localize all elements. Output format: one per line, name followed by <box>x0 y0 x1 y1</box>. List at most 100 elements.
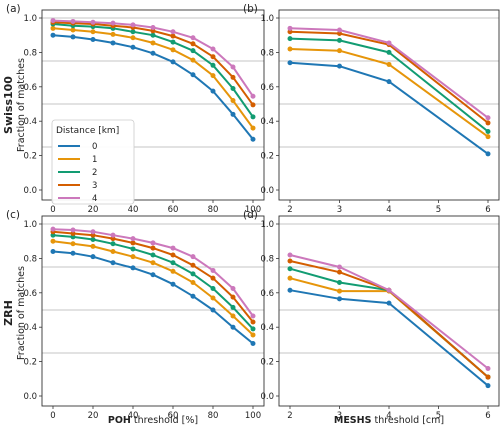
panel-c: 0.0 0.2 0.4 0.6 0.8 1.0 0 20 40 60 80 100 (c) <box>6 209 265 421</box>
data-point <box>485 134 491 140</box>
data-point <box>130 44 136 50</box>
data-point <box>250 319 256 325</box>
data-point <box>170 33 176 39</box>
data-point <box>337 48 342 54</box>
y-tick-label: 0.0 <box>23 392 37 402</box>
row-title-top: Swiss100 <box>2 76 15 134</box>
data-point <box>150 260 156 266</box>
data-point <box>110 31 116 37</box>
data-point <box>70 27 76 33</box>
axes-frame <box>41 215 265 407</box>
data-point <box>90 254 96 260</box>
data-point <box>230 98 236 104</box>
y-tick-label: 0.0 <box>260 392 274 402</box>
data-point <box>250 136 256 142</box>
data-point <box>110 260 116 266</box>
legend-label: 3 <box>92 181 97 191</box>
data-point <box>150 240 156 246</box>
data-point <box>90 229 96 235</box>
data-point <box>337 30 342 36</box>
data-point <box>337 63 342 69</box>
data-point <box>210 275 216 281</box>
data-point <box>287 287 293 293</box>
y-tick-label: 0.2 <box>260 152 274 162</box>
data-point <box>90 232 96 238</box>
data-point <box>230 313 236 319</box>
data-point <box>170 245 176 251</box>
legend-box <box>51 119 135 205</box>
data-point <box>110 40 116 46</box>
data-point <box>210 286 216 291</box>
data-point <box>170 47 176 53</box>
y-tick-label: 1.0 <box>260 220 274 230</box>
data-point <box>337 37 342 43</box>
data-point <box>190 48 196 54</box>
x-tick-label: 40 <box>128 411 139 421</box>
series-line-0 <box>289 61 489 155</box>
x-tick-label: 4 <box>386 411 391 421</box>
legend-title: Distance [km] <box>56 126 119 136</box>
x-axis-label-right-rest: threshold [cm] <box>374 415 444 426</box>
x-tick-label: 2 <box>287 205 292 215</box>
data-point <box>230 86 236 92</box>
data-point <box>210 62 216 68</box>
data-point <box>386 300 392 306</box>
data-point <box>337 269 342 275</box>
series-line-4 <box>289 254 489 370</box>
series-line-4 <box>289 27 489 119</box>
data-point <box>250 313 256 319</box>
data-point <box>287 252 293 258</box>
axes-frame <box>41 9 265 201</box>
data-point <box>230 64 236 70</box>
legend-entries: 0 1 2 3 4 <box>58 142 97 204</box>
panel-a: 0.00.20.40.60.81.00 20 40 60 80 100(a) <box>6 3 265 215</box>
data-point <box>150 40 156 46</box>
axes-frame <box>278 215 500 407</box>
data-point <box>90 243 96 249</box>
x-tick-label: 80 <box>208 411 219 421</box>
y-tick-label: 0.0 <box>260 186 274 196</box>
data-point <box>287 29 293 35</box>
y-tick-label: 0.6 <box>260 83 274 93</box>
panel-label: (a) <box>6 3 21 15</box>
data-point <box>210 307 216 313</box>
data-point <box>210 267 216 273</box>
y-tick-label: 1.0 <box>260 14 274 24</box>
data-point <box>250 326 256 332</box>
y-tick-label: 0.0 <box>23 186 37 196</box>
data-point <box>50 238 56 244</box>
panel-label: (d) <box>243 209 258 221</box>
data-point <box>250 114 256 120</box>
data-point <box>150 272 156 278</box>
row-title-bottom: ZRH <box>2 300 15 326</box>
x-tick-label: 4 <box>386 205 391 215</box>
panel-b: 0.0 0.2 0.4 0.6 0.8 1.0 2 3 4 5 6 (b) <box>243 3 500 215</box>
data-point <box>190 72 196 78</box>
data-point <box>287 275 293 281</box>
data-point <box>287 25 293 31</box>
x-tick-label: 60 <box>168 411 179 421</box>
x-tick-label: 6 <box>485 411 490 421</box>
y-tick-label: 0.6 <box>23 289 37 299</box>
data-point <box>287 46 293 52</box>
y-tick-label: 0.6 <box>260 289 274 299</box>
legend-label: 1 <box>92 155 97 165</box>
y-tick-label: 0.4 <box>23 117 37 127</box>
data-point <box>386 49 392 55</box>
data-point <box>150 252 156 258</box>
data-point <box>210 54 216 60</box>
data-point <box>250 125 256 131</box>
y-tick-label: 0.4 <box>260 323 274 333</box>
data-point <box>337 264 342 270</box>
data-point <box>190 35 196 41</box>
x-tick-label: 100 <box>245 411 261 421</box>
data-point <box>287 60 293 66</box>
data-point <box>190 293 196 299</box>
data-point <box>485 129 491 135</box>
data-point <box>170 39 176 45</box>
data-point <box>150 24 156 30</box>
data-point <box>110 232 116 238</box>
data-point <box>150 245 156 251</box>
y-axis-label-top: Fraction of matches <box>16 58 27 152</box>
